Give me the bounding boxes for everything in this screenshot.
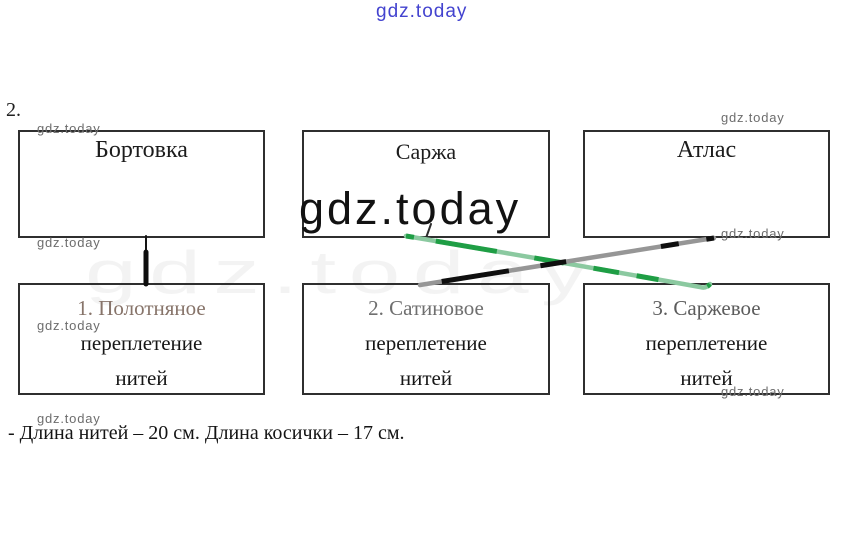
- weave-line-1: 3. Саржевое: [652, 296, 761, 320]
- watermark-big-black: gdz.today: [299, 183, 522, 234]
- task-number: 2.: [6, 99, 21, 121]
- answer-note: - Длина нитей – 20 см. Длина косички – 1…: [8, 422, 405, 444]
- watermark-small-3: gdz.today: [721, 110, 785, 125]
- watermark-top-blue: gdz.today: [376, 1, 468, 22]
- weave-line-1: 1. Полотняное: [77, 296, 206, 320]
- weave-line-2: переплетение: [645, 331, 768, 355]
- weave-line-3: нитей: [115, 366, 168, 390]
- watermark-small-6: gdz.today: [721, 384, 785, 399]
- watermark-small-2: gdz.today: [37, 235, 101, 250]
- weave-line-1: 2. Сатиновое: [368, 296, 484, 320]
- watermark-small-4: gdz.today: [721, 226, 785, 241]
- fabric-box-atlas: Атлас: [583, 130, 830, 238]
- weave-box-sarzhevoe: 3. Саржевое переплетение нитей: [583, 283, 830, 395]
- weave-box-satinovoe: 2. Сатиновое переплетение нитей: [302, 283, 550, 395]
- weave-line-3: нитей: [680, 366, 733, 390]
- fabric-label: Бортовка: [95, 137, 188, 163]
- fabric-box-bortovka: Бортовка: [18, 130, 265, 238]
- fabric-label: Саржа: [395, 139, 457, 164]
- watermark-small-7: gdz.today: [37, 411, 101, 426]
- watermark-small-5: gdz.today: [37, 318, 101, 333]
- fabric-label: Атлас: [676, 137, 737, 163]
- weave-line-3: нитей: [399, 366, 453, 390]
- watermark-small-1: gdz.today: [37, 121, 101, 136]
- weave-line-2: переплетение: [80, 331, 203, 355]
- weave-line-2: переплетение: [365, 331, 487, 355]
- weave-box-polotnyanoe: 1. Полотняное переплетение нитей: [18, 283, 265, 395]
